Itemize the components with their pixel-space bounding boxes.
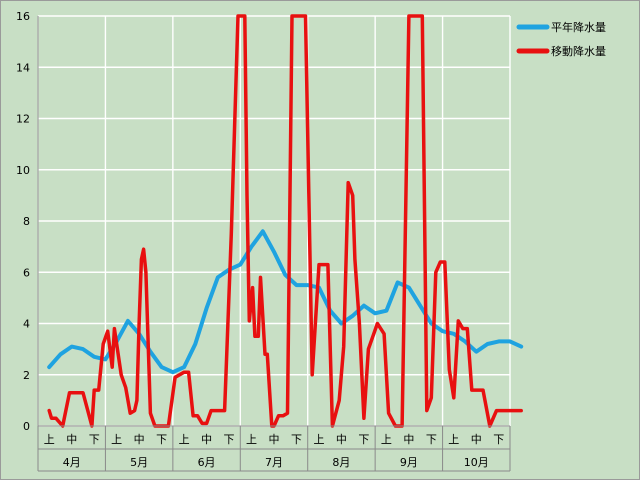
- month-label: 9月: [400, 456, 418, 469]
- y-tick-label: 10: [16, 164, 30, 177]
- axes: 0246810121416上中下上中下上中下上中下上中下上中下上中下4月 5月 6月…: [16, 10, 511, 472]
- series-layer: [47, 14, 524, 428]
- period-label: 上: [111, 433, 122, 446]
- series-line-1: [47, 229, 524, 375]
- y-tick-label: 4: [23, 318, 30, 331]
- month-label: 7月: [265, 456, 283, 469]
- period-label: 下: [493, 433, 504, 446]
- y-tick-label: 6: [23, 266, 30, 279]
- period-label: 下: [156, 433, 167, 446]
- period-label: 中: [336, 433, 347, 446]
- y-tick-label: 8: [23, 215, 30, 228]
- month-label: 5月: [130, 456, 148, 469]
- period-label: 中: [66, 433, 77, 446]
- period-label: 中: [201, 433, 212, 446]
- y-tick-label: 14: [16, 61, 30, 74]
- month-label: 10月: [464, 456, 489, 469]
- y-tick-label: 16: [16, 10, 30, 23]
- y-tick-label: 0: [23, 420, 30, 433]
- period-label: 下: [426, 433, 437, 446]
- period-label: 中: [269, 433, 280, 446]
- month-label: 4月: [63, 456, 81, 469]
- period-label: 上: [448, 433, 459, 446]
- period-label: 下: [224, 433, 235, 446]
- y-tick-label: 12: [16, 113, 30, 126]
- period-label: 中: [134, 433, 145, 446]
- period-label: 上: [313, 433, 324, 446]
- gridlines: [38, 15, 510, 427]
- period-label: 下: [89, 433, 100, 446]
- period-label: 上: [381, 433, 392, 446]
- legend-label-2: 移動降水量: [551, 44, 606, 58]
- month-label: 8月: [332, 456, 350, 469]
- period-label: 中: [403, 433, 414, 446]
- series-line-2: [47, 14, 523, 428]
- period-label: 下: [358, 433, 369, 446]
- period-label: 中: [471, 433, 482, 446]
- month-label: 6月: [198, 456, 216, 469]
- period-label: 上: [44, 433, 55, 446]
- period-label: 上: [179, 433, 190, 446]
- period-label: 下: [291, 433, 302, 446]
- period-label: 上: [246, 433, 257, 446]
- y-tick-label: 2: [23, 369, 30, 382]
- legend-label-1: 平年降水量: [551, 20, 606, 34]
